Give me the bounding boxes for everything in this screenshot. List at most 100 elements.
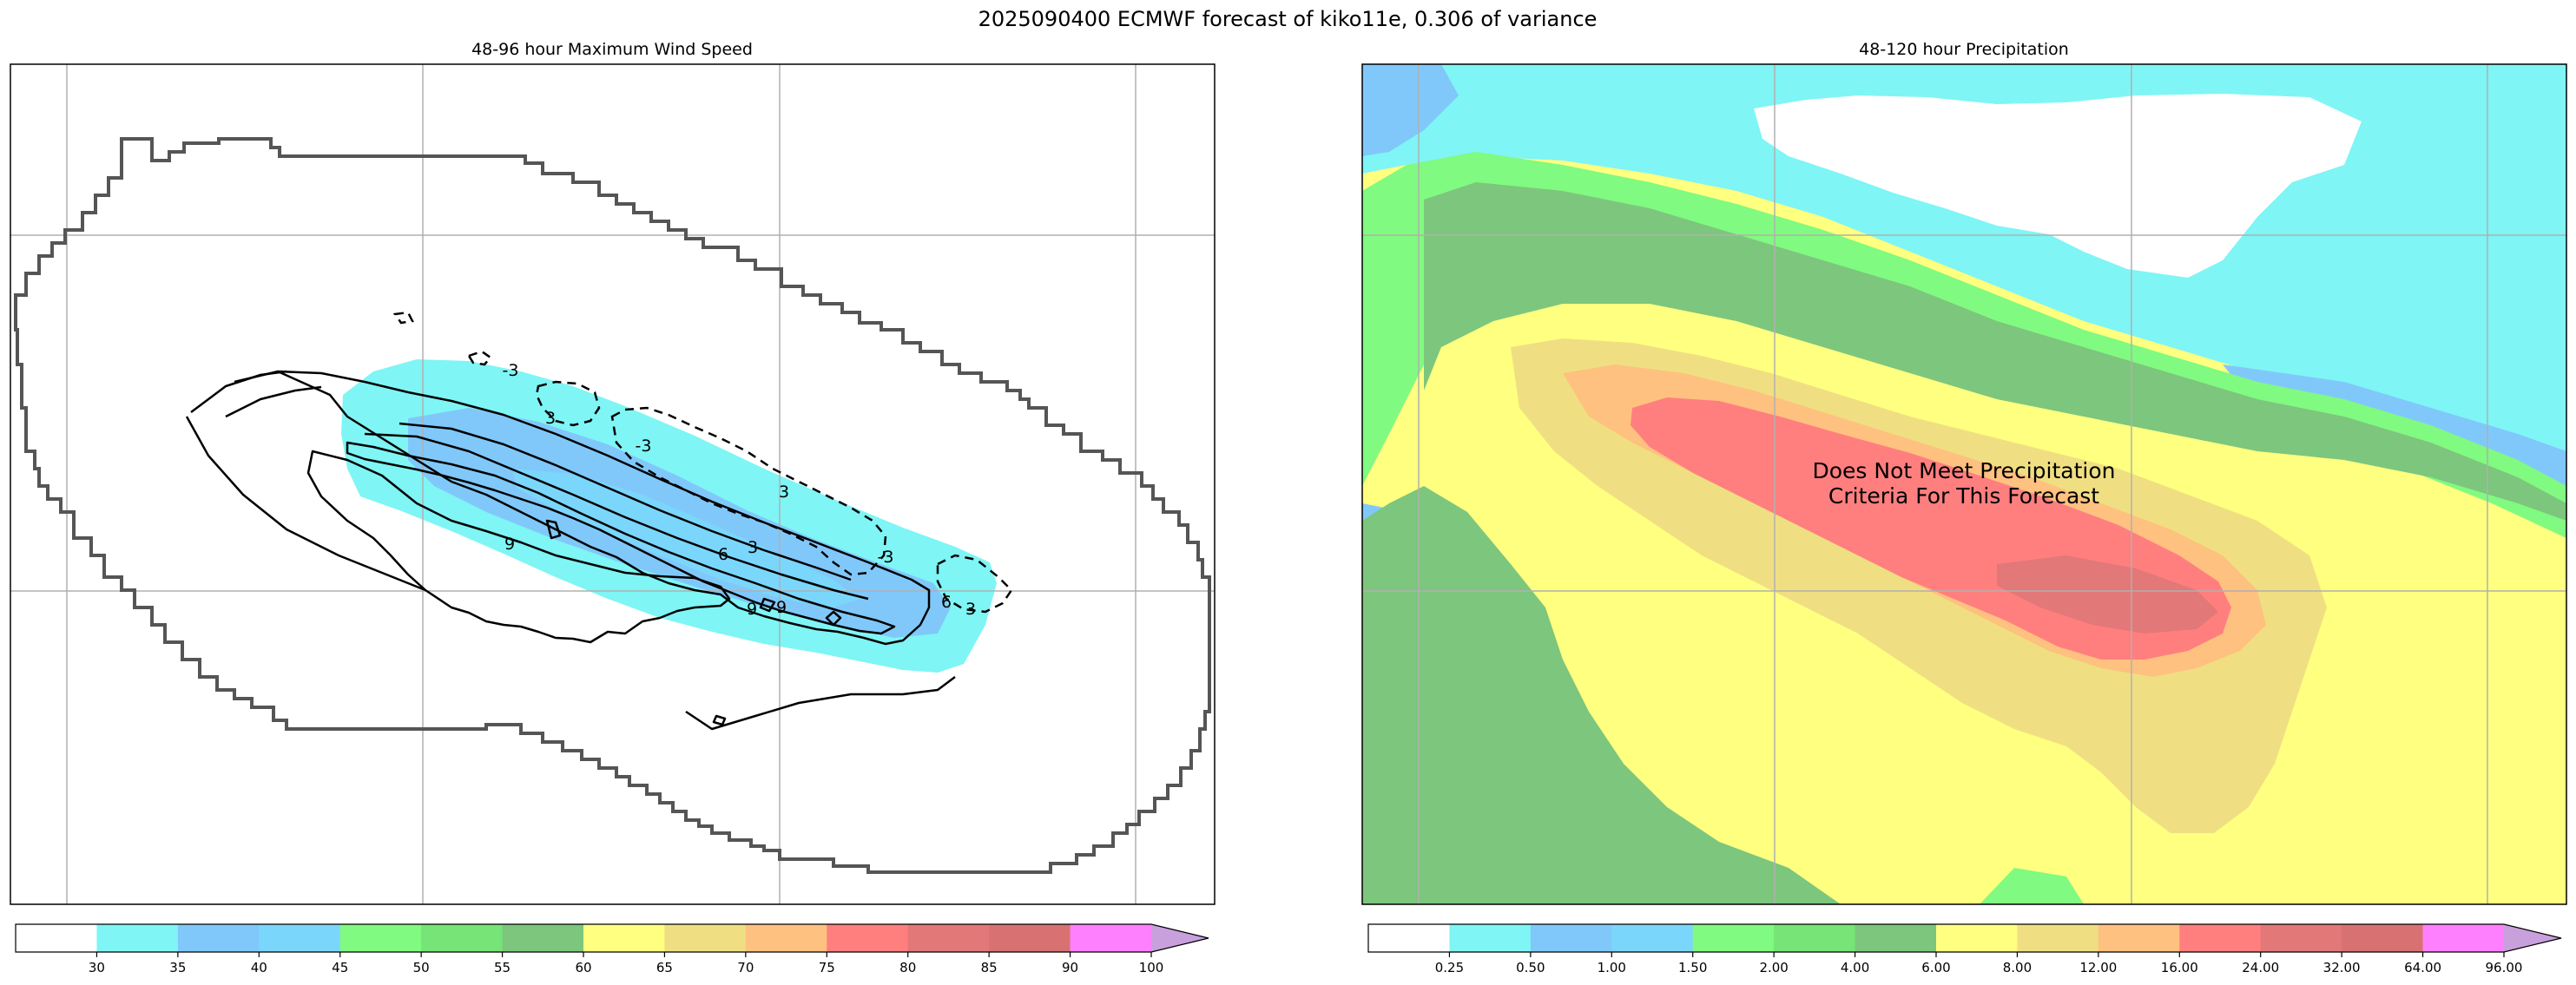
precip-colorbar: 0.25 0.50 1.00 1.50 2.00 4.00 6.00 8.00 12.00 16.…	[1367, 923, 2562, 975]
wind-contour-label: 3	[748, 538, 758, 557]
colorbar-cell	[745, 924, 827, 952]
wind-panel-title: 48-96 hour Maximum Wind Speed	[471, 40, 753, 59]
colorbar-outline	[1367, 923, 2562, 953]
colorbar-tick-label: 100	[1139, 960, 1164, 975]
colorbar-cell	[2017, 924, 2099, 952]
colorbar-cell	[339, 924, 422, 952]
precip-plot-frame	[1361, 63, 2567, 905]
colorbar-cell	[1774, 924, 1856, 952]
colorbar-tick-label: 16.00	[2161, 960, 2198, 975]
wind-contour-labels: 3 3 3 3 -3 -3 -3 9 9 9 6 6	[503, 361, 977, 619]
colorbar-cell	[1070, 924, 1152, 952]
precip-panel-title: 48-120 hour Precipitation	[1859, 40, 2069, 59]
wind-contour-label: 9	[747, 600, 757, 619]
precip-panel: 48-120 hour Precipitation Does Not Meet …	[1361, 40, 2567, 975]
colorbar-cell	[2260, 924, 2342, 952]
wind-contour-label: 3	[545, 409, 556, 428]
wind-contour-label: 9	[504, 535, 515, 554]
colorbar-tick-label: 55	[494, 960, 511, 975]
colorbar-tick-label: 80	[899, 960, 916, 975]
colorbar-cell	[421, 924, 504, 952]
colorbar-tick-label: 0.50	[1516, 960, 1545, 975]
wind-dashed-contour-1	[535, 380, 601, 427]
wind-contour-label: 9	[776, 598, 787, 617]
wind-contour-label: -3	[878, 548, 894, 567]
colorbar-cell	[827, 924, 909, 952]
colorbar-cell	[259, 924, 341, 952]
colorbar-tick-label: 12.00	[2079, 960, 2117, 975]
wind-dashed-contour-4	[392, 311, 492, 366]
colorbar-tick-label: 24.00	[2242, 960, 2279, 975]
wind-colorbar: 30 35 40 45 50 55 60 65 70 75 80 85 90 100	[15, 923, 1209, 975]
wind-contour-blob	[545, 519, 842, 726]
colorbar-tick-label: 50	[413, 960, 430, 975]
colorbar-outline	[15, 923, 1209, 953]
wind-contour-label: -3	[636, 437, 652, 456]
precip-fill-6.00	[1362, 182, 2566, 904]
wind-solid-contours	[185, 370, 956, 731]
colorbar-tick-label: 1.50	[1678, 960, 1707, 975]
colorbar-tick-label: 30	[89, 960, 105, 975]
colorbar-tick-label: 75	[819, 960, 835, 975]
wind-contour-3	[276, 370, 931, 646]
colorbar-cell	[989, 924, 1071, 952]
colorbar-cell	[2342, 924, 2424, 952]
colorbar-cell	[16, 924, 98, 952]
wind-plot-frame	[10, 63, 1216, 905]
colorbar-tick-label: 65	[656, 960, 673, 975]
wind-dashed-contour-3	[936, 554, 1013, 614]
colorbar-cell	[1449, 924, 1532, 952]
precip-gridlines	[1362, 64, 2566, 904]
colorbar-cell	[1368, 924, 1451, 952]
colorbar-tick-label: 6.00	[1921, 960, 1950, 975]
wind-contour-label: 3	[779, 483, 789, 502]
wind-contour-6	[346, 441, 896, 635]
colorbar-cell	[1692, 924, 1775, 952]
wind-contour-label: -3	[503, 361, 519, 380]
colorbar-tick-label: 70	[737, 960, 754, 975]
colorbar-cell	[907, 924, 990, 952]
colorbar-tick-label: 40	[251, 960, 267, 975]
colorbar-cell	[1611, 924, 1694, 952]
wind-filled-contours	[341, 359, 997, 673]
precip-annotation-line2: Criteria For This Forecast	[1828, 483, 2099, 509]
colorbar-cell	[177, 924, 260, 952]
wind-contour-inner-2	[399, 422, 852, 581]
wind-contour-label: 6	[718, 545, 728, 564]
colorbar-tick-label: 1.00	[1598, 960, 1626, 975]
colorbar-tick-label: 85	[981, 960, 998, 975]
wind-contour-label: 6	[941, 593, 952, 612]
colorbar-cell	[1936, 924, 2019, 952]
colorbar-tick-label: 8.00	[2003, 960, 2032, 975]
colorbar-tick-label: 96.00	[2486, 960, 2523, 975]
wind-fill-40	[512, 469, 860, 607]
wind-dashed-contour-2	[610, 406, 887, 576]
wind-outer-contour	[14, 137, 1211, 874]
colorbar-extend-triangle	[1151, 924, 1209, 952]
colorbar-cell	[2422, 924, 2505, 952]
colorbar-tick-label: 64.00	[2404, 960, 2441, 975]
precip-annotation-line1: Does Not Meet Precipitation	[1813, 458, 2116, 483]
wind-contour-inner-1	[364, 432, 869, 601]
wind-contour-label: 3	[965, 600, 976, 619]
colorbar-cell	[1530, 924, 1612, 952]
colorbar-cell	[2179, 924, 2262, 952]
colorbar-tick-label: 90	[1062, 960, 1078, 975]
colorbar-cell	[502, 924, 584, 952]
wind-speed-panel: 48-96 hour Maximum Wind Speed	[10, 40, 1216, 975]
wind-dashed-contours	[392, 311, 1013, 614]
colorbar-extend-triangle	[2504, 924, 2561, 952]
wind-gridlines	[10, 64, 1215, 904]
colorbar-tick-label: 4.00	[1841, 960, 1869, 975]
colorbar-cell	[96, 924, 179, 952]
colorbar-tick-label: 32.00	[2323, 960, 2361, 975]
colorbar-cell	[664, 924, 747, 952]
wind-contour-9	[306, 450, 731, 644]
figure-title: 2025090400 ECMWF forecast of kiko11e, 0.…	[978, 7, 1598, 31]
precip-fill-32.00	[1997, 555, 2218, 634]
colorbar-tick-label: 60	[575, 960, 591, 975]
colorbar-cell	[1855, 924, 1937, 952]
colorbar-cell	[2098, 924, 2180, 952]
colorbar-cell	[583, 924, 666, 952]
